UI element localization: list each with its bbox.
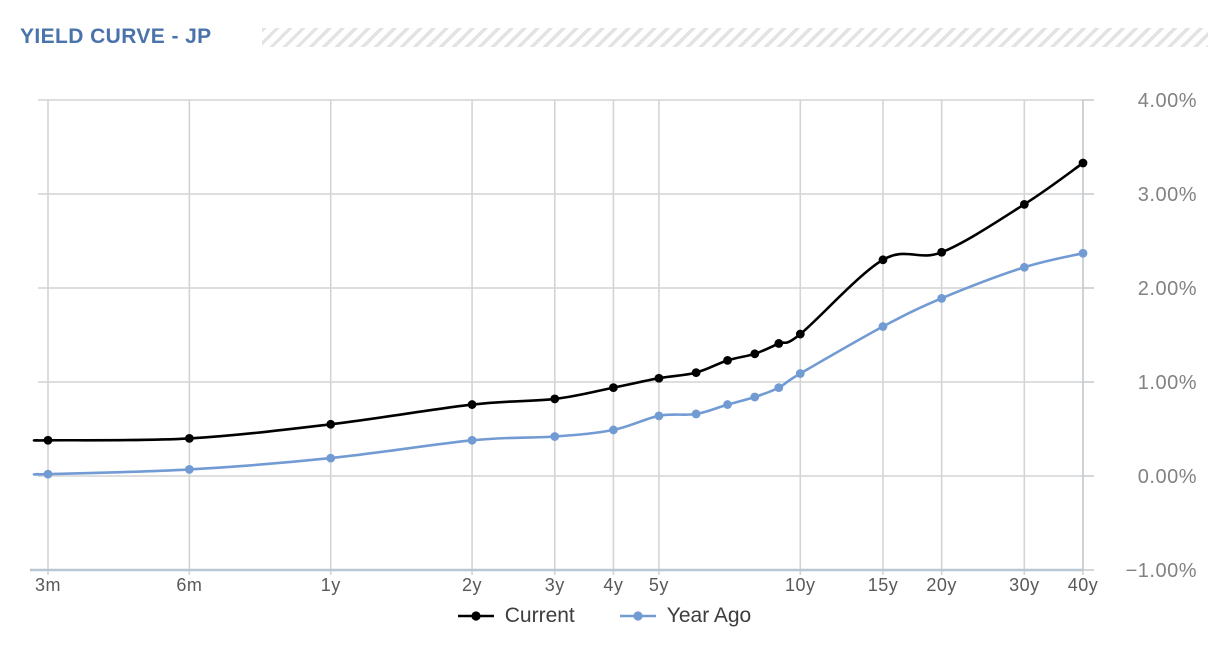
data-point-year-ago: [1078, 248, 1088, 258]
data-point-current: [326, 419, 336, 429]
data-point-year-ago: [184, 465, 194, 474]
data-point-year-ago: [654, 411, 664, 421]
data-point-year-ago: [326, 453, 336, 463]
data-point-current: [774, 339, 784, 348]
x-tick-label: 6m: [176, 575, 202, 595]
x-tick-label: 15y: [868, 575, 899, 595]
data-point-year-ago: [550, 432, 560, 441]
data-point-current: [1078, 158, 1088, 168]
series-line-year-ago: [32, 251, 1085, 476]
data-point-current: [937, 247, 947, 257]
current-series-swatch-icon: [457, 611, 494, 621]
data-point-year-ago: [43, 469, 53, 479]
data-point-current: [43, 435, 53, 445]
data-point-year-ago: [467, 435, 477, 445]
data-point-current: [1019, 199, 1029, 209]
x-tick-label: 40y: [1068, 575, 1099, 595]
legend-item-year-ago[interactable]: Year Ago: [619, 604, 751, 628]
data-point-year-ago: [723, 400, 732, 409]
x-tick-label: 3y: [545, 575, 565, 595]
page-title: YIELD CURVE - JP: [20, 25, 212, 48]
data-point-year-ago: [691, 409, 701, 419]
data-point-current: [467, 400, 477, 409]
chart-legend: Current Year Ago: [0, 604, 1208, 628]
y-tick-label: 0.00%: [1138, 466, 1197, 488]
data-point-year-ago: [878, 322, 888, 331]
y-tick-label: 2.00%: [1138, 278, 1197, 300]
x-tick-label: 30y: [1009, 575, 1040, 595]
series-line-current: [32, 161, 1085, 442]
data-point-year-ago: [750, 392, 760, 402]
x-tick-label: 1y: [321, 575, 341, 595]
x-tick-label: 3m: [35, 575, 61, 595]
x-tick-label: 4y: [603, 575, 623, 595]
data-point-year-ago: [1019, 262, 1029, 272]
data-point-current: [878, 255, 888, 265]
y-tick-label: −1.00%: [1126, 560, 1197, 582]
data-point-year-ago: [937, 293, 947, 303]
year-ago-series-swatch-icon: [619, 611, 656, 621]
y-tick-label: 4.00%: [1138, 90, 1197, 112]
data-point-current: [795, 329, 805, 339]
x-tick-label: 10y: [785, 575, 816, 595]
data-point-current: [609, 383, 618, 393]
x-tick-label: 20y: [926, 575, 957, 595]
data-point-current: [691, 368, 701, 377]
x-tick-label: 2y: [462, 575, 482, 595]
data-point-year-ago: [795, 369, 805, 378]
title-hatch-band: [262, 28, 1208, 47]
x-tick-label: 5y: [649, 575, 669, 595]
legend-label-year-ago: Year Ago: [666, 604, 752, 627]
data-point-current: [750, 349, 760, 359]
y-tick-label: 1.00%: [1138, 372, 1197, 394]
data-point-year-ago: [609, 425, 618, 435]
data-point-current: [654, 373, 664, 383]
data-point-current: [723, 355, 732, 365]
legend-label-current: Current: [504, 604, 575, 627]
y-tick-label: 3.00%: [1138, 184, 1197, 206]
data-point-current: [184, 434, 194, 443]
data-point-current: [550, 394, 560, 404]
legend-item-current[interactable]: Current: [457, 604, 575, 628]
data-point-year-ago: [774, 383, 784, 393]
